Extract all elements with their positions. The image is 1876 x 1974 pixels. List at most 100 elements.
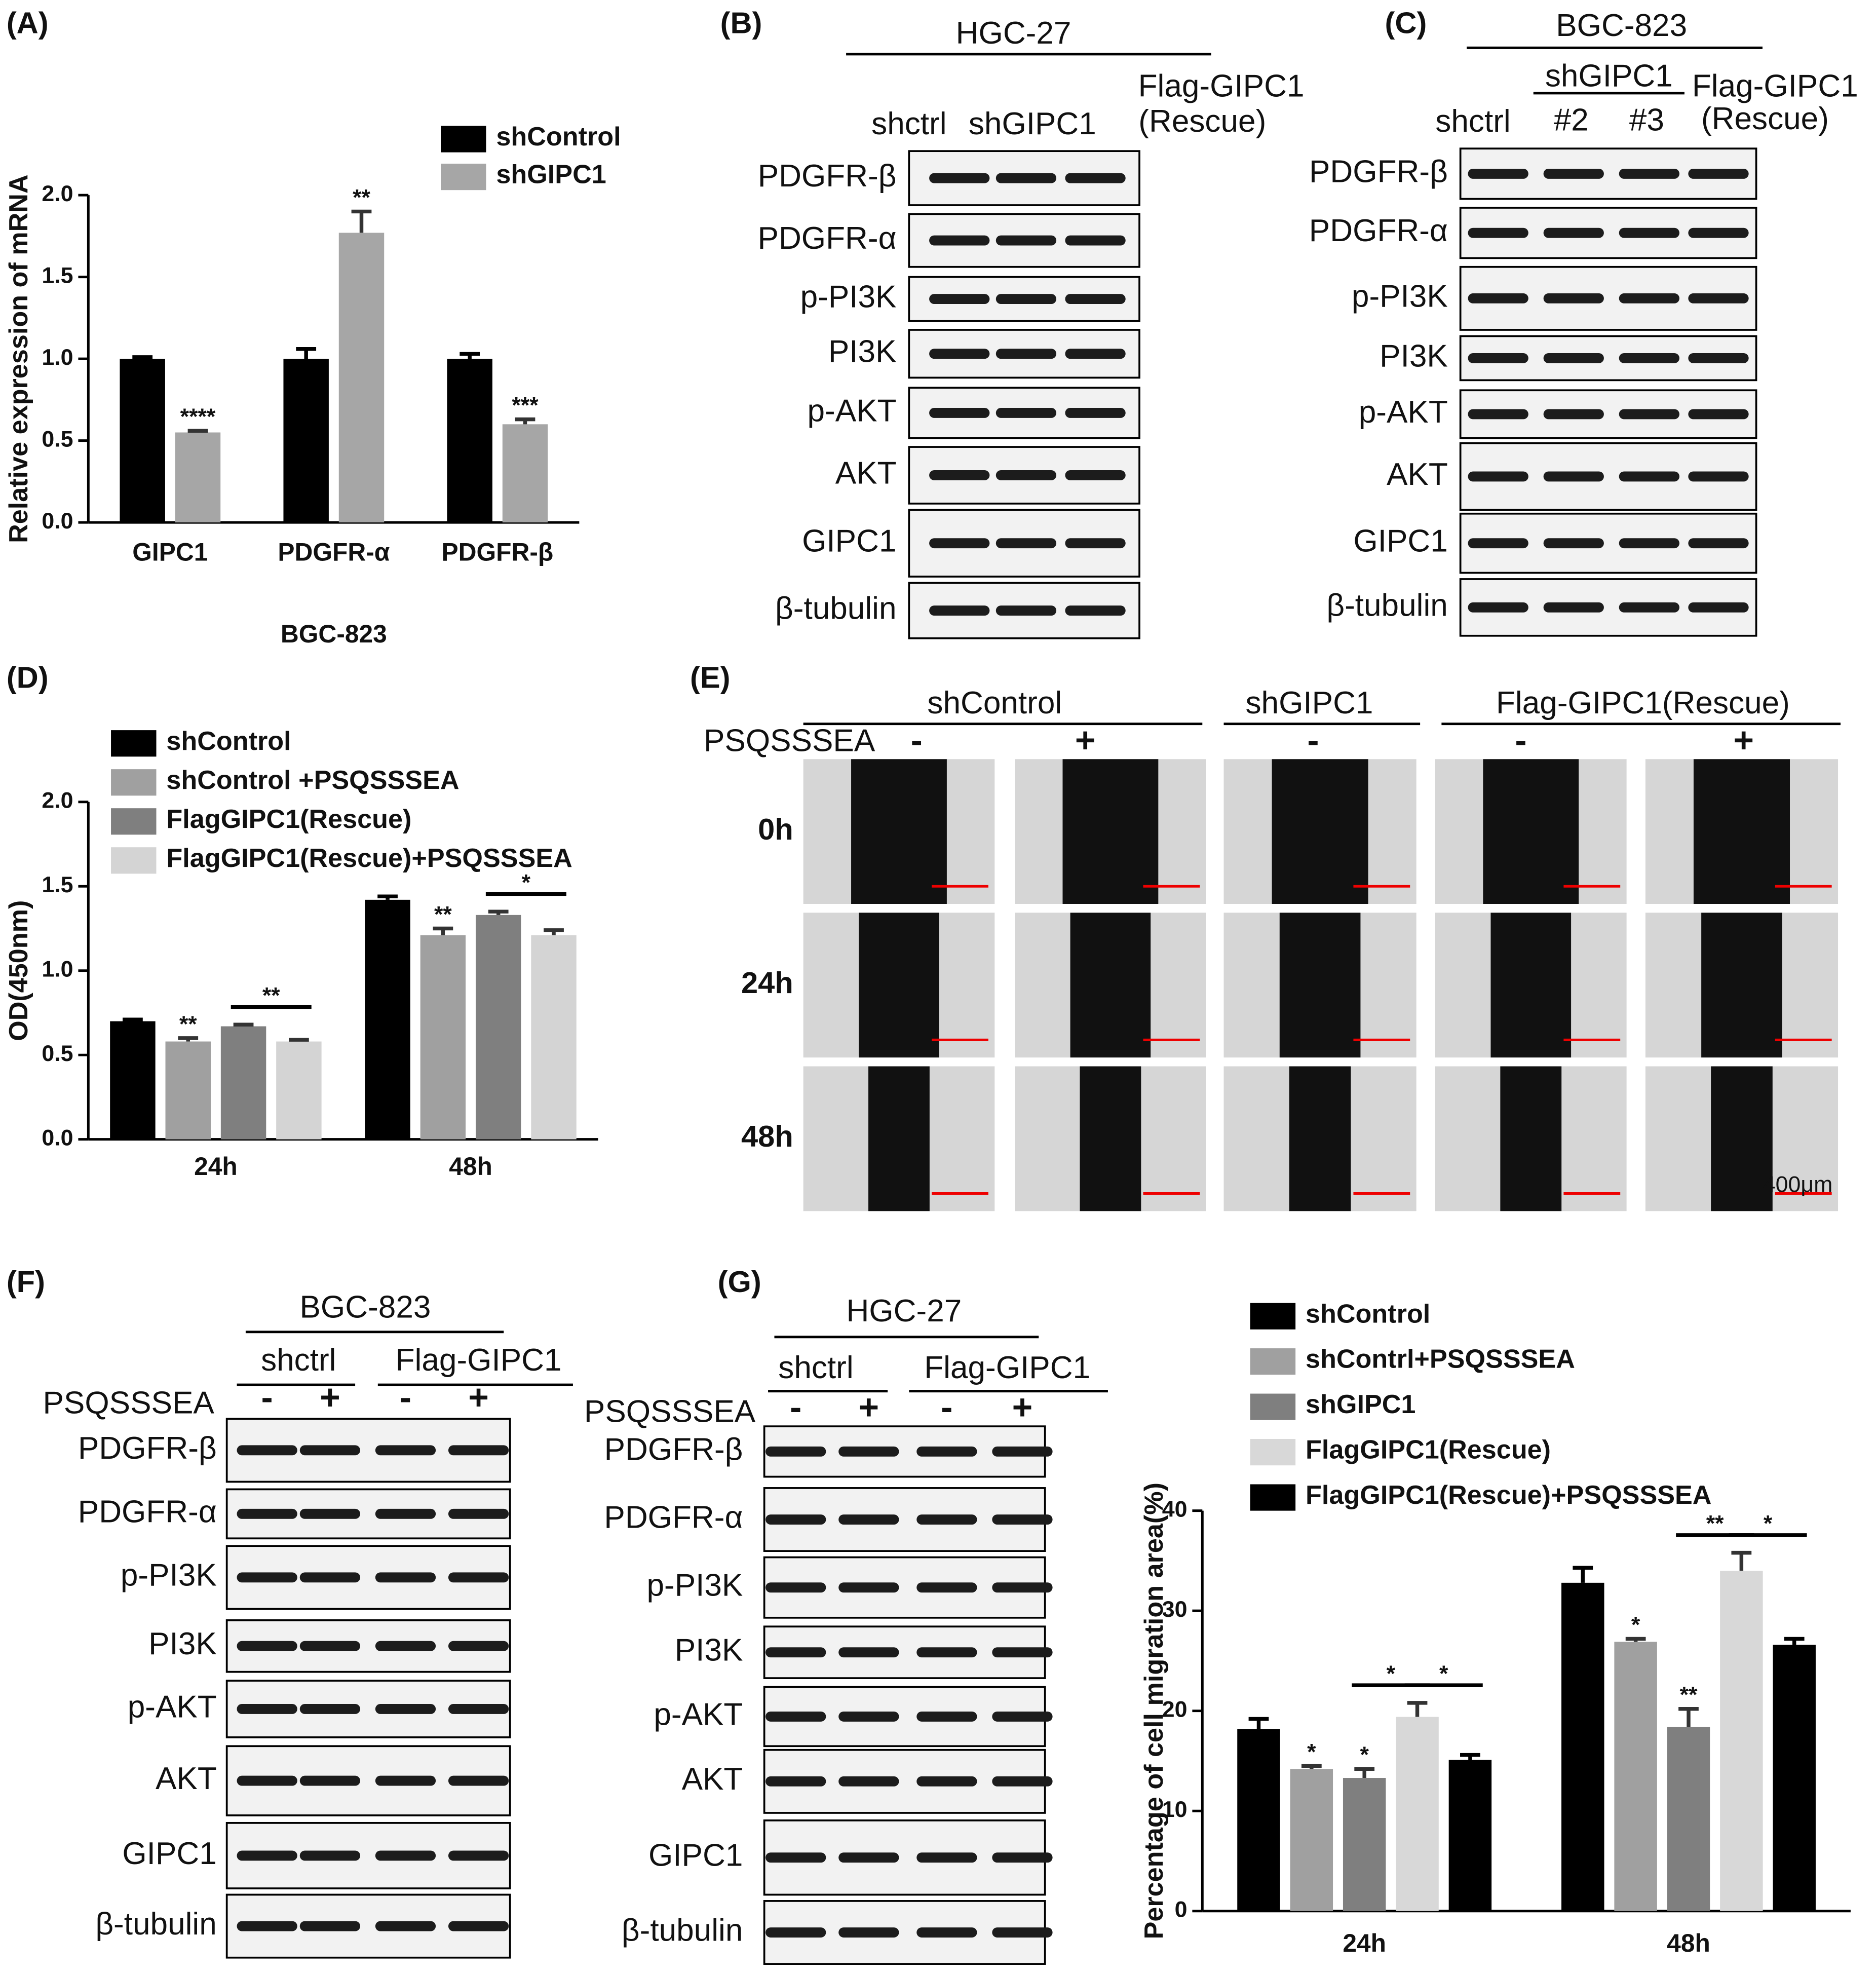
blot-band bbox=[916, 1582, 977, 1593]
blot-band bbox=[929, 470, 990, 480]
y-axis-label: OD(450nm) bbox=[4, 900, 33, 1041]
bracket-label: * bbox=[1764, 1511, 1773, 1536]
wound-gap bbox=[1289, 1066, 1351, 1211]
protein-label: PI3K bbox=[828, 334, 897, 369]
scale-bar-label: 400μm bbox=[1763, 1172, 1833, 1197]
x-tick-label: PDGFR-α bbox=[278, 538, 390, 566]
blot-band bbox=[375, 1704, 436, 1714]
legend-swatch bbox=[1250, 1484, 1296, 1511]
blot-band bbox=[929, 605, 990, 616]
legend-label: shContrl+PSQSSSEA bbox=[1306, 1345, 1575, 1374]
lane-label: Flag-GIPC1 bbox=[396, 1343, 562, 1378]
blot-band bbox=[765, 1647, 826, 1658]
lane-label: shGIPC1 bbox=[1545, 58, 1673, 93]
blot-band bbox=[1468, 602, 1528, 613]
blot-band bbox=[996, 605, 1057, 616]
blot-band bbox=[992, 1711, 1053, 1722]
blot-band bbox=[1619, 602, 1679, 613]
treatment-sign: + bbox=[859, 1387, 879, 1427]
y-tick-label: 30 bbox=[1162, 1597, 1188, 1622]
error-bar bbox=[233, 1022, 254, 1027]
error-bar bbox=[515, 417, 535, 425]
blot-band bbox=[929, 538, 990, 549]
blot-band bbox=[1468, 227, 1528, 238]
protein-label: PDGFR-α bbox=[78, 1494, 217, 1529]
error-bar bbox=[289, 1038, 309, 1042]
error-bar bbox=[460, 352, 480, 359]
wound-gap bbox=[1279, 913, 1361, 1058]
wound-gap bbox=[1500, 1066, 1562, 1211]
legend-swatch bbox=[441, 164, 486, 191]
error-bar bbox=[1248, 1717, 1269, 1729]
error-bar bbox=[132, 355, 153, 359]
wound-gap bbox=[1490, 913, 1572, 1058]
blot-band bbox=[448, 1445, 509, 1456]
x-tick-label: PDGFR-β bbox=[441, 538, 553, 566]
blot-band bbox=[916, 1647, 977, 1658]
y-tick-label: 20 bbox=[1162, 1697, 1188, 1722]
protein-label: p-AKT bbox=[807, 393, 896, 428]
error-bar bbox=[1678, 1707, 1699, 1727]
blot-band bbox=[299, 1704, 361, 1714]
bar bbox=[531, 935, 577, 1140]
lane-label: Flag-GIPC1 bbox=[924, 1350, 1090, 1385]
treatment-sign: + bbox=[320, 1377, 340, 1417]
blot-band bbox=[916, 1711, 977, 1722]
blot-band bbox=[1468, 353, 1528, 363]
error-bar bbox=[1460, 1753, 1480, 1760]
blot-band bbox=[1619, 353, 1679, 363]
bar bbox=[447, 359, 492, 523]
protein-label: PDGFR-β bbox=[1309, 154, 1448, 189]
blot-band bbox=[1468, 538, 1528, 549]
legend-swatch bbox=[1250, 1303, 1296, 1330]
protein-label: p-AKT bbox=[654, 1697, 743, 1732]
blot-band bbox=[375, 1921, 436, 1931]
x-tick-label: 24h bbox=[194, 1152, 238, 1181]
lane-label: #3 bbox=[1629, 102, 1664, 137]
treatment-sign: - bbox=[790, 1387, 801, 1427]
y-tick-label: 1.5 bbox=[42, 263, 73, 288]
blot-band bbox=[237, 1641, 297, 1651]
protein-label: GIPC1 bbox=[802, 524, 896, 559]
legend-swatch bbox=[111, 730, 157, 757]
treatment-sign: - bbox=[1307, 720, 1319, 760]
blot-band bbox=[765, 1446, 826, 1457]
significance-label: ** bbox=[434, 902, 452, 927]
significance-label: * bbox=[1360, 1742, 1369, 1767]
treatment-label: PSQSSSEA bbox=[584, 1394, 756, 1429]
blot-band bbox=[299, 1641, 361, 1651]
blot-band bbox=[1543, 293, 1604, 303]
legend-swatch bbox=[1250, 1348, 1296, 1375]
blot-band bbox=[299, 1850, 361, 1861]
protein-label: GIPC1 bbox=[122, 1836, 216, 1871]
blot-band bbox=[996, 408, 1057, 418]
blot-band bbox=[237, 1508, 297, 1519]
wound-gap bbox=[1272, 759, 1368, 904]
blot-band bbox=[916, 1776, 977, 1787]
bracket-label: * bbox=[1387, 1661, 1396, 1686]
blot-band bbox=[237, 1850, 297, 1861]
bar bbox=[1773, 1645, 1816, 1911]
lane-label: shctrl bbox=[778, 1350, 853, 1385]
panel-label: (C) bbox=[1385, 6, 1427, 40]
blot-band bbox=[299, 1775, 361, 1786]
blot-band bbox=[929, 408, 990, 418]
blot-band bbox=[765, 1852, 826, 1863]
wound-gap bbox=[1701, 913, 1782, 1058]
y-tick-label: 1.0 bbox=[42, 957, 73, 982]
legend-label: shControl bbox=[496, 122, 621, 151]
blot-band bbox=[1543, 227, 1604, 238]
blot-band bbox=[448, 1508, 509, 1519]
treatment-sign: + bbox=[1733, 720, 1754, 760]
bar bbox=[120, 359, 165, 523]
bar bbox=[110, 1021, 156, 1140]
wound-gap bbox=[1693, 759, 1790, 904]
wound-gap bbox=[859, 913, 939, 1058]
bar bbox=[475, 915, 521, 1140]
bracket-label: ** bbox=[262, 983, 280, 1008]
significance-label: ** bbox=[353, 185, 370, 210]
group-label: Flag-GIPC1(Rescue) bbox=[1496, 686, 1790, 720]
blot-band bbox=[1468, 168, 1528, 179]
blot-band bbox=[448, 1775, 509, 1786]
blot-band bbox=[996, 235, 1057, 246]
